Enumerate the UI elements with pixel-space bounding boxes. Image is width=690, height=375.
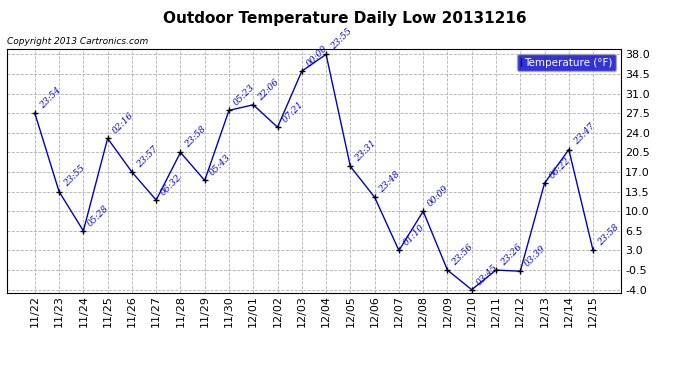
Text: 06:22: 06:22 [547,156,572,180]
Text: 02:16: 02:16 [110,111,135,136]
Text: 03:45: 03:45 [475,262,500,287]
Text: 23:58: 23:58 [184,125,208,150]
Text: 23:31: 23:31 [353,139,378,164]
Text: 00:09: 00:09 [426,184,451,209]
Text: 03:39: 03:39 [523,244,548,268]
Text: 23:55: 23:55 [329,27,353,52]
Text: 05:43: 05:43 [208,153,233,178]
Text: 05:28: 05:28 [86,203,111,228]
Text: 23:26: 23:26 [499,243,524,267]
Text: 05:23: 05:23 [232,83,257,108]
Legend: Temperature (°F): Temperature (°F) [517,54,615,71]
Text: 22:06: 22:06 [256,77,281,102]
Text: 06:32: 06:32 [159,172,184,197]
Text: 23:58: 23:58 [596,223,620,248]
Text: 07:21: 07:21 [280,100,305,124]
Text: Copyright 2013 Cartronics.com: Copyright 2013 Cartronics.com [7,38,148,46]
Text: 23:55: 23:55 [62,164,87,189]
Text: 00:00: 00:00 [304,44,329,68]
Text: 23:54: 23:54 [37,86,62,110]
Text: 23:47: 23:47 [571,122,596,147]
Text: 23:48: 23:48 [377,170,402,195]
Text: 01:10: 01:10 [402,223,426,248]
Text: 23:56: 23:56 [451,243,475,267]
Text: Outdoor Temperature Daily Low 20131216: Outdoor Temperature Daily Low 20131216 [164,11,526,26]
Text: 23:57: 23:57 [135,144,159,169]
